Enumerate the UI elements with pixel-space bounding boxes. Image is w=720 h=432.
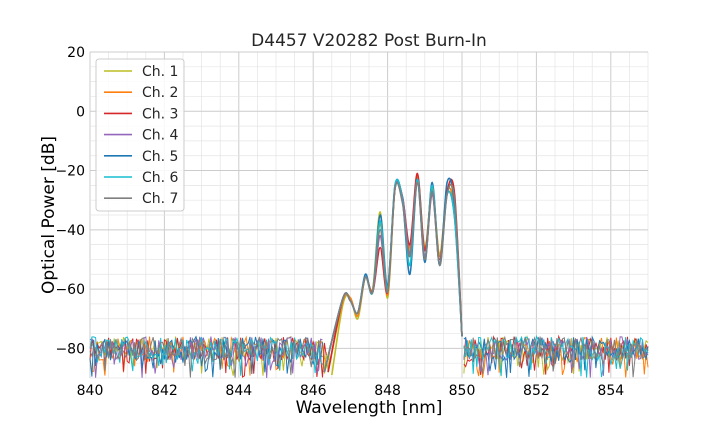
noise-trace-5 [89,335,323,378]
x-tick-label: 852 [523,383,550,399]
y-tick-label: 20 [67,45,85,61]
x-tick-label: 854 [597,383,624,399]
legend-label-4: Ch. 4 [142,128,179,144]
noise-trace-2 [463,336,649,378]
noise-trace-7 [463,335,649,378]
y-tick-label: −40 [55,223,85,239]
legend: Ch. 1 Ch. 2 Ch. 3 Ch. 4 Ch. 5 Ch. 6 Ch. 7 [95,58,185,212]
x-tick-label: 848 [374,383,401,399]
x-tick-label: 840 [77,383,104,399]
legend-label-2: Ch. 2 [142,85,178,101]
legend-label-3: Ch. 3 [142,106,178,122]
x-tick-label: 850 [449,383,476,399]
y-axis-label: Optical Power [dB] [39,136,59,294]
legend-label-7: Ch. 7 [142,191,178,207]
axes: 840 842 844 846 848 850 852 854 20 0 −20 −40 −60 −80 [55,45,624,399]
x-tick-label: 846 [300,383,327,399]
series-line-1 [331,175,463,376]
x-tick-label: 842 [151,383,178,399]
x-axis-label: Wavelength [nm] [296,398,443,418]
series-line-7 [323,181,463,373]
legend-label-1: Ch. 1 [142,64,178,80]
y-tick-label: −80 [55,341,85,357]
legend-label-6: Ch. 6 [142,170,179,186]
noise-trace-7 [89,336,323,378]
legend-label-5: Ch. 5 [142,149,178,165]
series-lines [323,172,463,376]
x-tick-label: 844 [225,383,252,399]
y-tick-label: 0 [76,104,85,120]
legend-box [95,58,185,212]
y-tick-label: −60 [55,282,85,298]
y-tick-label: −20 [55,164,85,180]
chart-title: D4457 V20282 Post Burn-In [251,31,487,51]
noise-floor [89,334,649,379]
series-line-3 [327,172,463,373]
